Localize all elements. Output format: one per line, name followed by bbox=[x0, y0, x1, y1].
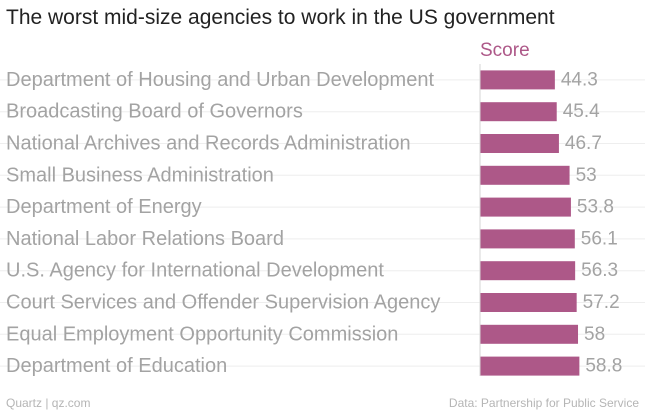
bar bbox=[480, 197, 571, 217]
value-label: 44.3 bbox=[561, 69, 598, 90]
bar bbox=[480, 102, 557, 122]
category-label: Equal Employment Opportunity Commission bbox=[6, 323, 398, 345]
category-label: U.S. Agency for International Developmen… bbox=[6, 260, 384, 282]
value-label: 57.2 bbox=[583, 292, 620, 313]
category-label: National Labor Relations Board bbox=[6, 228, 284, 250]
value-label: 46.7 bbox=[565, 133, 602, 154]
bar bbox=[480, 229, 575, 249]
value-label: 45.4 bbox=[563, 101, 600, 122]
value-label: 53.8 bbox=[577, 197, 614, 218]
footer-credit: Quartz | qz.com bbox=[6, 396, 91, 410]
value-label: 56.1 bbox=[581, 228, 618, 249]
score-column-header: Score bbox=[480, 40, 530, 61]
value-label: 58.8 bbox=[585, 356, 622, 377]
category-label: Department of Housing and Urban Developm… bbox=[6, 69, 434, 91]
category-label: Department of Energy bbox=[6, 196, 202, 218]
chart-title: The worst mid-size agencies to work in t… bbox=[6, 6, 555, 29]
bar bbox=[480, 261, 576, 281]
category-label: Small Business Administration bbox=[6, 164, 274, 186]
bar bbox=[480, 293, 577, 312]
footer-data-source: Data: Partnership for Public Service bbox=[448, 396, 639, 410]
value-label: 53 bbox=[576, 165, 597, 186]
category-label: Broadcasting Board of Governors bbox=[6, 101, 303, 123]
bar bbox=[480, 70, 555, 90]
bar bbox=[480, 134, 559, 153]
category-label: Department of Education bbox=[6, 355, 227, 377]
chart-rows: Department of Housing and Urban Developm… bbox=[0, 69, 645, 377]
category-label: National Archives and Records Administra… bbox=[6, 133, 411, 155]
bar bbox=[480, 324, 579, 344]
category-label: Court Services and Offender Supervision … bbox=[6, 292, 440, 314]
bar bbox=[480, 356, 580, 376]
value-label: 56.3 bbox=[581, 260, 618, 281]
bar bbox=[480, 165, 570, 185]
value-label: 58 bbox=[584, 324, 605, 345]
